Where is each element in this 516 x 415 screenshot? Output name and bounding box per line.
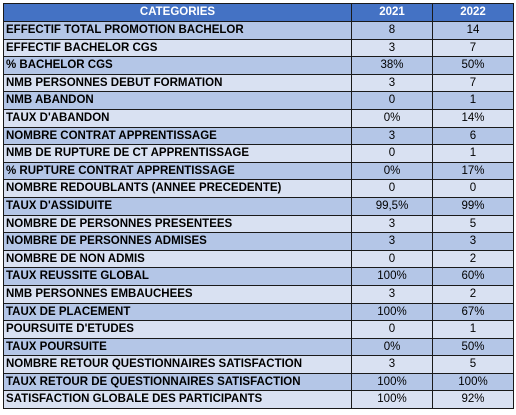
value-2022-cell: 7 (432, 73, 514, 93)
row-category-cell: SATISFACTION GLOBALE DES PARTICIPANTS (3, 390, 352, 410)
row-category-cell: TAUX REUSSITE GLOBAL (3, 267, 352, 286)
row-category-cell: EFFECTIF BACHELOR CGS (3, 38, 352, 58)
value-2021-cell: 8 (351, 21, 433, 40)
value-2022-cell: 1 (432, 320, 514, 339)
table-row: SATISFACTION GLOBALE DES PARTICIPANTS 100… (3, 390, 514, 410)
value-2022-cell: 14% (432, 108, 514, 128)
table-row: NOMBRE REDOUBLANTS (ANNEE PRECEDENTE) 0 0 (3, 179, 514, 198)
row-category-cell: TAUX POURSUITE (3, 337, 352, 357)
value-2021-cell: 3 (351, 214, 433, 234)
value-2021-cell: 3 (351, 126, 433, 146)
table-row: % BACHELOR CGS 38% 50% (3, 56, 514, 75)
row-category-cell: NMB ABANDON (3, 91, 352, 110)
value-2021-cell: 0 (351, 144, 433, 163)
row-category-cell: TAUX RETOUR DE QUESTIONNAIRES SATISFACTI… (3, 372, 352, 392)
value-2021-cell: 0% (351, 108, 433, 128)
header-year-2022: 2022 (432, 3, 514, 22)
row-category-cell: NOMBRE DE PERSONNES PRESENTEES (3, 214, 352, 234)
row-category-cell: NOMBRE DE NON ADMIS (3, 249, 352, 269)
table-row: TAUX D'ABANDON 0% 14% (3, 108, 514, 128)
value-2021-cell: 38% (351, 56, 433, 75)
row-category-cell: POURSUITE D'ETUDES (3, 320, 352, 339)
table-row: NMB PERSONNES DEBUT FORMATION 3 7 (3, 73, 514, 93)
value-2021-cell: 99,5% (351, 196, 433, 216)
value-2022-cell: 14 (432, 21, 514, 40)
value-2022-cell: 60% (432, 267, 514, 286)
row-category-cell: EFFECTIF TOTAL PROMOTION BACHELOR (3, 21, 352, 40)
table-row: TAUX REUSSITE GLOBAL 100% 60% (3, 267, 514, 286)
row-category-cell: TAUX D'ABANDON (3, 108, 352, 128)
value-2022-cell: 50% (432, 56, 514, 75)
value-2022-cell: 0 (432, 179, 514, 198)
value-2022-cell: 5 (432, 355, 514, 374)
table-row: % RUPTURE CONTRAT APPRENTISSAGE 0% 17% (3, 161, 514, 181)
value-2021-cell: 0 (351, 179, 433, 198)
row-category-cell: NMB DE RUPTURE DE CT APPRENTISSAGE (3, 144, 352, 163)
row-category-cell: TAUX DE PLACEMENT (3, 302, 352, 322)
value-2021-cell: 3 (351, 38, 433, 58)
table-row: NMB PERSONNES EMBAUCHEES 3 2 (3, 284, 514, 304)
table-row: POURSUITE D'ETUDES 0 1 (3, 320, 514, 339)
value-2022-cell: 100% (432, 372, 514, 392)
table-row: TAUX D'ASSIDUITE 99,5% 99% (3, 196, 514, 216)
value-2021-cell: 0% (351, 161, 433, 181)
table-header-row: CATEGORIES 2021 2022 (3, 3, 514, 22)
table-row: NOMBRE RETOUR QUESTIONNAIRES SATISFACTIO… (3, 355, 514, 374)
table-row: EFFECTIF TOTAL PROMOTION BACHELOR 8 14 (3, 21, 514, 40)
table-row: TAUX POURSUITE 0% 50% (3, 337, 514, 357)
table-row: NMB DE RUPTURE DE CT APPRENTISSAGE 0 1 (3, 144, 514, 163)
statistics-table: CATEGORIES 2021 2022 EFFECTIF TOTAL PROM… (3, 3, 514, 410)
table-row: NMB ABANDON 0 1 (3, 91, 514, 110)
value-2021-cell: 100% (351, 372, 433, 392)
table-row: EFFECTIF BACHELOR CGS 3 7 (3, 38, 514, 58)
value-2022-cell: 6 (432, 126, 514, 146)
header-year-2021: 2021 (351, 3, 433, 22)
value-2022-cell: 3 (432, 232, 514, 251)
value-2022-cell: 1 (432, 91, 514, 110)
row-category-cell: NMB PERSONNES EMBAUCHEES (3, 284, 352, 304)
value-2021-cell: 3 (351, 284, 433, 304)
value-2022-cell: 7 (432, 38, 514, 58)
value-2021-cell: 100% (351, 267, 433, 286)
table-row: NOMBRE DE NON ADMIS 0 2 (3, 249, 514, 269)
row-category-cell: NMB PERSONNES DEBUT FORMATION (3, 73, 352, 93)
header-categories: CATEGORIES (3, 3, 352, 22)
statistics-table-container: CATEGORIES 2021 2022 EFFECTIF TOTAL PROM… (3, 3, 514, 410)
row-category-cell: NOMBRE REDOUBLANTS (ANNEE PRECEDENTE) (3, 179, 352, 198)
table-row: NOMBRE CONTRAT APPRENTISSAGE 3 6 (3, 126, 514, 146)
value-2022-cell: 50% (432, 337, 514, 357)
value-2021-cell: 3 (351, 355, 433, 374)
table-row: TAUX RETOUR DE QUESTIONNAIRES SATISFACTI… (3, 372, 514, 392)
row-category-cell: NOMBRE RETOUR QUESTIONNAIRES SATISFACTIO… (3, 355, 352, 374)
table-row: NOMBRE DE PERSONNES ADMISES 3 3 (3, 232, 514, 251)
row-category-cell: TAUX D'ASSIDUITE (3, 196, 352, 216)
table-row: NOMBRE DE PERSONNES PRESENTEES 3 5 (3, 214, 514, 234)
value-2021-cell: 0% (351, 337, 433, 357)
value-2022-cell: 99% (432, 196, 514, 216)
row-category-cell: % RUPTURE CONTRAT APPRENTISSAGE (3, 161, 352, 181)
value-2021-cell: 100% (351, 390, 433, 410)
row-category-cell: % BACHELOR CGS (3, 56, 352, 75)
value-2021-cell: 100% (351, 302, 433, 322)
value-2022-cell: 5 (432, 214, 514, 234)
value-2021-cell: 3 (351, 73, 433, 93)
value-2022-cell: 17% (432, 161, 514, 181)
value-2022-cell: 2 (432, 249, 514, 269)
value-2021-cell: 0 (351, 320, 433, 339)
value-2022-cell: 67% (432, 302, 514, 322)
value-2021-cell: 3 (351, 232, 433, 251)
value-2021-cell: 0 (351, 249, 433, 269)
value-2022-cell: 2 (432, 284, 514, 304)
value-2021-cell: 0 (351, 91, 433, 110)
value-2022-cell: 1 (432, 144, 514, 163)
value-2022-cell: 92% (432, 390, 514, 410)
table-row: TAUX DE PLACEMENT 100% 67% (3, 302, 514, 322)
row-category-cell: NOMBRE CONTRAT APPRENTISSAGE (3, 126, 352, 146)
row-category-cell: NOMBRE DE PERSONNES ADMISES (3, 232, 352, 251)
